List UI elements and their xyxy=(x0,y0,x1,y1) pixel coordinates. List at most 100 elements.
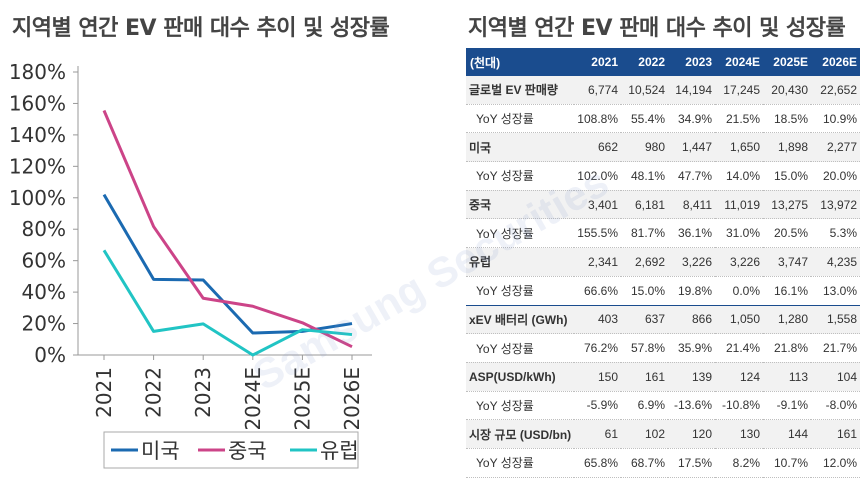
row-label: YoY 성장률 xyxy=(466,333,574,363)
table-cell: 55.4% xyxy=(621,104,668,134)
table-cell: 14,194 xyxy=(668,76,715,105)
row-label: 유럽 xyxy=(466,247,574,277)
y-tick-label: 180% xyxy=(9,60,66,84)
table-cell: 57.8% xyxy=(621,333,668,363)
series-line-2 xyxy=(102,249,353,357)
row-label: ASP(USD/kWh) xyxy=(466,362,574,392)
table-cell: 120 xyxy=(668,419,715,449)
table-cell: 1,558 xyxy=(811,304,860,335)
y-tick-label: 140% xyxy=(9,123,66,147)
table-cell: 10.7% xyxy=(763,448,811,478)
table-cell: 10.9% xyxy=(811,104,860,134)
table-cell: 102 xyxy=(621,419,668,449)
table-row: ASP(USD/kWh) 150 161 139 124 113 104 xyxy=(466,362,860,392)
y-tick-label: 60% xyxy=(22,249,66,273)
table-cell: 81.7% xyxy=(621,218,668,249)
table-cell: 403 xyxy=(574,304,621,335)
table-cell: 36.1% xyxy=(668,218,715,249)
table-cell: 3,747 xyxy=(763,247,811,277)
table-header-year: 2024E xyxy=(715,48,763,76)
row-label: 미국 xyxy=(466,132,574,163)
table-cell: 6,774 xyxy=(574,76,621,105)
table-cell: 21.8% xyxy=(763,333,811,363)
table-cell: 22,652 xyxy=(811,76,860,105)
table-cell: 4,235 xyxy=(811,247,860,277)
table-row: YoY 성장률 66.6% 15.0% 19.8% 0.0% 16.1% 13.0% xyxy=(466,276,860,306)
table-cell: 113 xyxy=(763,362,811,392)
x-tick-label: 2022 xyxy=(142,367,166,418)
table-cell: 21.5% xyxy=(715,104,763,134)
row-label: YoY 성장률 xyxy=(466,161,574,191)
table-cell: 2,341 xyxy=(574,247,621,277)
table-cell: 1,050 xyxy=(715,304,763,335)
table-cell: 2,692 xyxy=(621,247,668,277)
table-cell: 20,430 xyxy=(763,76,811,105)
table-cell: 11,019 xyxy=(715,190,763,220)
y-tick-label: 40% xyxy=(22,280,66,304)
table-cell: 6.9% xyxy=(621,391,668,421)
row-label: YoY 성장률 xyxy=(466,104,574,134)
table-cell: 104 xyxy=(811,362,860,392)
legend-label: 미국 xyxy=(141,439,180,463)
table-row: 미국 662 980 1,447 1,650 1,898 2,277 xyxy=(466,132,860,163)
table-cell: 18.5% xyxy=(763,104,811,134)
table-cell: 31.0% xyxy=(715,218,763,249)
x-tick-label: 2021 xyxy=(92,367,116,418)
table-row: YoY 성장률 -5.9% 6.9% -13.6% -10.8% -9.1% -8.0% xyxy=(466,391,860,421)
table-row: YoY 성장률 76.2% 57.8% 35.9% 21.4% 21.8% 21.7% xyxy=(466,333,860,363)
table-cell: 47.7% xyxy=(668,161,715,191)
y-tick-label: 80% xyxy=(22,217,66,241)
table-cell: 14.0% xyxy=(715,161,763,191)
y-tick-label: 160% xyxy=(9,91,66,115)
table-cell: -13.6% xyxy=(668,391,715,421)
table-cell: 108.8% xyxy=(574,104,621,134)
table-cell: 35.9% xyxy=(668,333,715,363)
table-cell: -10.8% xyxy=(715,391,763,421)
table-cell: 68.7% xyxy=(621,448,668,478)
table-cell: 0.0% xyxy=(715,276,763,306)
table-header-year: 2025E xyxy=(763,48,811,76)
table-cell: 5.3% xyxy=(811,218,860,249)
table-cell: 144 xyxy=(763,419,811,449)
table-cell: 17.5% xyxy=(668,448,715,478)
table-row: YoY 성장률 65.8% 68.7% 17.5% 8.2% 10.7% 12.0% xyxy=(466,448,860,478)
line-chart: 0% 20% 40% 60% 80% 100% 120% 140% 160% 180% 2021 20… xyxy=(9,60,372,469)
table-cell: 150 xyxy=(574,362,621,392)
x-tick-label: 2024E xyxy=(241,367,265,431)
x-tick-label: 2025E xyxy=(290,367,314,431)
table-cell: 980 xyxy=(621,132,668,163)
table-cell: 65.8% xyxy=(574,448,621,478)
table-cell: 6,181 xyxy=(621,190,668,220)
x-tick-label: 2026E xyxy=(340,367,364,431)
table-cell: 130 xyxy=(715,419,763,449)
table-header-year: 2021 xyxy=(574,48,621,76)
table-header-row: (천대) 2021 2022 2023 2024E 2025E 2026E xyxy=(466,48,860,76)
table-cell: 8,411 xyxy=(668,190,715,220)
row-label: 글로벌 EV 판매량 xyxy=(466,76,574,105)
series-line-1 xyxy=(102,109,353,349)
row-label: YoY 성장률 xyxy=(466,276,574,306)
table-cell: 1,650 xyxy=(715,132,763,163)
table-cell: 19.8% xyxy=(668,276,715,306)
table-row: 시장 규모 (USD/bn) 61 102 120 130 144 161 xyxy=(466,419,860,449)
table-row: 중국 3,401 6,181 8,411 11,019 13,275 13,972 xyxy=(466,190,860,220)
table-row: xEV 배터리 (GWh) 403 637 866 1,050 1,280 1,558 xyxy=(466,304,860,335)
table-cell: -8.0% xyxy=(811,391,860,421)
table-cell: 102.0% xyxy=(574,161,621,191)
chart-title: 지역별 연간 EV 판매 대수 추이 및 성장률 xyxy=(12,16,390,41)
table-row: YoY 성장률 155.5% 81.7% 36.1% 31.0% 20.5% 5.3% xyxy=(466,218,860,249)
table-cell: 48.1% xyxy=(621,161,668,191)
table-cell: 161 xyxy=(811,419,860,449)
table-row: YoY 성장률 102.0% 48.1% 47.7% 14.0% 15.0% 20.0% xyxy=(466,161,860,191)
table-header-unit: (천대) xyxy=(466,48,574,76)
chart-panel: 지역별 연간 EV 판매 대수 추이 및 성장률 0% 20% 40% 60% 80% 1… xyxy=(9,16,390,469)
table-cell: 124 xyxy=(715,362,763,392)
table-cell: 2,277 xyxy=(811,132,860,163)
table-cell: 3,226 xyxy=(715,247,763,277)
row-label: YoY 성장률 xyxy=(466,218,574,249)
y-tick-label: 20% xyxy=(22,312,66,336)
table-cell: -9.1% xyxy=(763,391,811,421)
y-tick-label: 0% xyxy=(34,343,66,367)
legend-label: 중국 xyxy=(228,439,267,463)
table-cell: -5.9% xyxy=(574,391,621,421)
